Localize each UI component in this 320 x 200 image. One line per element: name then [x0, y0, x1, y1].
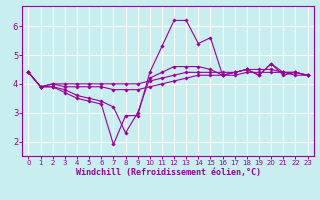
X-axis label: Windchill (Refroidissement éolien,°C): Windchill (Refroidissement éolien,°C): [76, 168, 260, 177]
